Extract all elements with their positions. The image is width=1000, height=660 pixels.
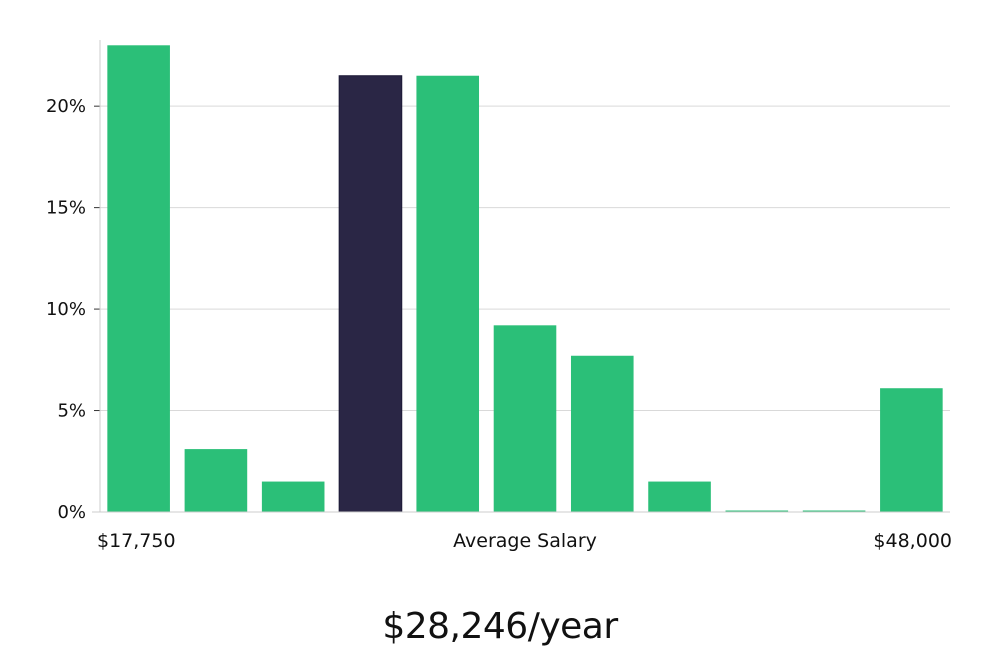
y-tick-label: 5% [57,401,86,422]
bar [725,510,789,512]
bar [880,388,943,512]
y-tick-label: 20% [46,96,86,117]
bar [416,75,480,513]
salary-histogram-chart: 0% 5% 10% 15% 20% $17,750 Average Salary $48… [46,40,952,552]
bar [107,45,170,513]
bar [261,481,325,512]
bar-highlight [338,75,403,513]
y-tick-label: 10% [46,299,86,320]
bar [802,510,866,512]
bar [570,355,634,512]
bar [184,449,248,512]
bar [648,481,711,512]
bar [493,325,557,512]
x-center-label: Average Salary [453,530,597,552]
y-tick-label: 15% [46,198,86,219]
y-tick-label: 0% [57,502,86,523]
y-axis-ticks: 0% 5% 10% 15% 20% [46,96,100,523]
x-max-label: $48,000 [873,530,952,552]
average-salary-value: $28,246/year [382,606,618,647]
bars [107,45,943,513]
x-min-label: $17,750 [97,530,176,552]
